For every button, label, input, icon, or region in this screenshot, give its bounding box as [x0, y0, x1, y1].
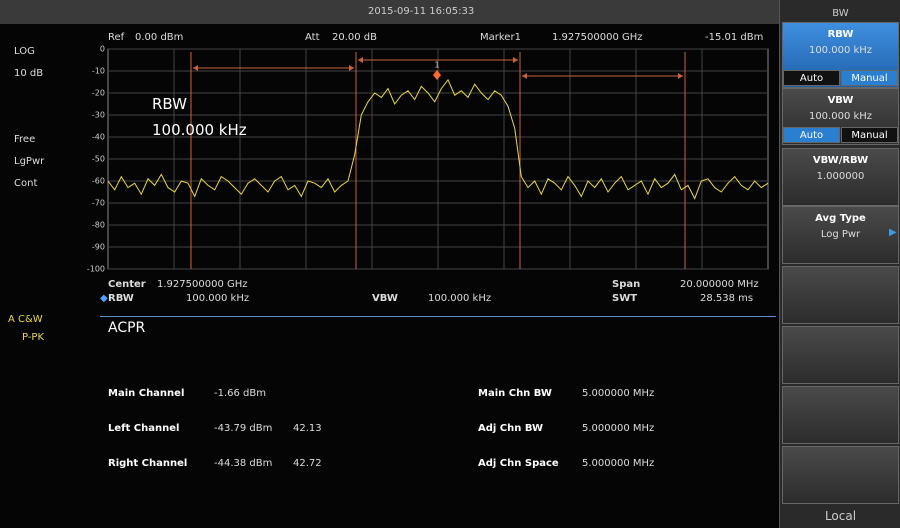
softkey-blank [782, 386, 899, 444]
status: 10 dB [14, 68, 44, 79]
softkey-blank [782, 446, 899, 504]
y-tick-label: 0 [100, 45, 105, 54]
status: A C&W [8, 314, 43, 325]
row-label: Main Chn BW [478, 388, 552, 399]
y-tick-label: -30 [92, 111, 105, 120]
y-tick-label: -10 [92, 67, 105, 76]
key-value: 100.000 kHz [808, 111, 873, 122]
y-tick-label: -90 [92, 243, 105, 252]
status: Cont [14, 178, 38, 189]
key-option[interactable]: Auto [783, 127, 840, 143]
y-tick-label: -20 [92, 89, 105, 98]
label: Marker1 [480, 32, 521, 43]
y-tick-label: -80 [92, 221, 105, 230]
softkey-menu: BW RBW 100.000 kHz Auto Manual VBW 100.000 kH… [779, 0, 900, 528]
row-ratio: 42.13 [293, 423, 322, 434]
value: 100.000 kHz [428, 293, 492, 304]
value: 1.927500000 GHz [552, 32, 643, 43]
key-label: VBW/RBW [812, 155, 869, 166]
key-label: RBW [827, 29, 854, 40]
overlay: RBW [152, 95, 188, 113]
status: Free [14, 134, 36, 145]
y-tick-label: -50 [92, 155, 105, 164]
label: Center [108, 279, 146, 290]
status: LgPwr [14, 156, 45, 167]
value: 28.538 ms [700, 293, 754, 304]
value: 1.927500000 GHz [157, 279, 248, 290]
row-value: -43.79 dBm [214, 423, 273, 434]
key-value: 1.000000 [816, 171, 865, 182]
softkey-blank [782, 266, 899, 324]
value: 20.000000 MHz [680, 279, 759, 290]
row-value: 5.000000 MHz [582, 458, 655, 469]
row-label: Adj Chn Space [478, 458, 559, 469]
spectrum-plot: 0 -10 -20 -30 -40 -50 -60 -70 -80 -90 -100 1 [87, 45, 769, 274]
row-label: Adj Chn BW [478, 423, 543, 434]
menu-title: BW [832, 8, 849, 19]
divider [100, 316, 776, 317]
label: Span [612, 279, 641, 290]
softkey[interactable]: VBW 100.000 kHz Auto Manual [782, 88, 899, 145]
row-value: 5.000000 MHz [582, 423, 655, 434]
key-value: 100.000 kHz [808, 45, 873, 56]
value: 20.00 dB [332, 32, 378, 43]
label: SWT [612, 293, 638, 304]
y-tick-label: -60 [92, 177, 105, 186]
y-tick-label: -70 [92, 199, 105, 208]
label: Att [305, 32, 320, 43]
trace [107, 78, 769, 200]
overlay: 100.000 kHz [152, 121, 247, 139]
row-value: -1.66 dBm [214, 388, 267, 399]
softkey[interactable]: RBW 100.000 kHz Auto Manual [782, 22, 899, 88]
key-value: Log Pwr [820, 229, 861, 240]
key-option[interactable]: Manual [841, 70, 898, 86]
label: RBW [108, 293, 134, 304]
local-key[interactable]: Local [824, 509, 857, 523]
acpr-title: ACPR [108, 320, 146, 336]
value: 0.00 dBm [135, 32, 184, 43]
label: VBW [372, 293, 398, 304]
marker-number: 1 [434, 61, 439, 70]
y-tick-label: -100 [87, 265, 105, 274]
status: LOG [14, 46, 35, 57]
softkey-blank [782, 326, 899, 384]
marker [433, 70, 441, 80]
key-label: VBW [827, 95, 854, 106]
row-label: Right Channel [108, 458, 188, 469]
datetime: 2015-09-11 16:05:33 [368, 6, 475, 17]
key-option[interactable]: Manual [841, 127, 898, 143]
label: Ref [108, 32, 125, 43]
row-value: 5.000000 MHz [582, 388, 655, 399]
row-value: -44.38 dBm [214, 458, 273, 469]
softkey[interactable]: Avg Type Log Pwr ▶ [782, 206, 899, 264]
key-arrow: ▶ [889, 227, 897, 238]
value: 100.000 kHz [186, 293, 250, 304]
softkey[interactable]: VBW/RBW 1.000000 [782, 148, 899, 206]
row-label: Main Channel [108, 388, 185, 399]
row-ratio: 42.72 [293, 458, 322, 469]
y-tick-label: -40 [92, 133, 105, 142]
row-label: Left Channel [108, 423, 180, 434]
status: P-PK [22, 332, 45, 343]
key-option[interactable]: Auto [783, 70, 840, 86]
title-bar: 2015-09-11 16:05:33 [0, 0, 779, 24]
key-label: Avg Type [815, 213, 866, 224]
value: -15.01 dBm [705, 32, 764, 43]
icon: ◆ [100, 293, 108, 304]
